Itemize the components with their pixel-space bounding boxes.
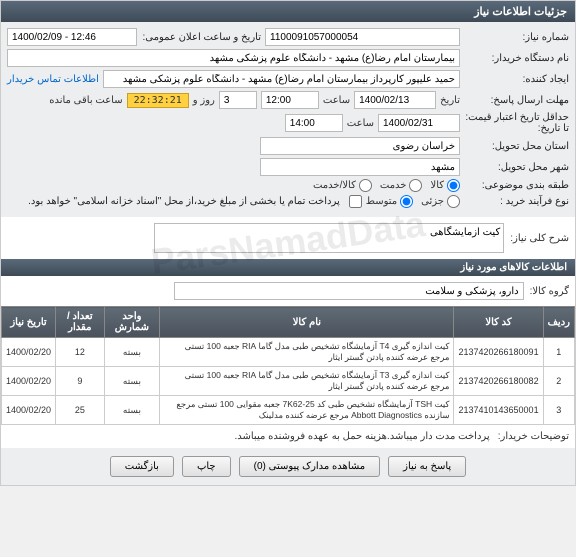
goods-table: ردیف کد کالا نام کالا واحد شمارش تعداد /… bbox=[1, 306, 575, 425]
table-row: 32137410143650001کیت TSH آزمایشگاه تشخیص… bbox=[2, 396, 575, 425]
lbl-budget: طبقه بندی موضوعی: bbox=[464, 180, 569, 191]
lbl-day: روز و bbox=[193, 95, 215, 106]
th-unit: واحد شمارش bbox=[104, 307, 160, 338]
table-row: 22137420266180082کیت اندازه گیری T3 آزما… bbox=[2, 367, 575, 396]
radio-low[interactable] bbox=[447, 195, 460, 208]
lbl-resp-deadline: مهلت ارسال پاسخ: bbox=[464, 95, 569, 106]
th-code: کد کالا bbox=[454, 307, 543, 338]
cell-unit: بسته bbox=[104, 367, 160, 396]
cell-n: 2 bbox=[543, 367, 574, 396]
lbl-city: شهر محل تحویل: bbox=[464, 162, 569, 173]
radio-med[interactable] bbox=[400, 195, 413, 208]
cell-name: کیت TSH آزمایشگاه تشخیص طبی کد 25-7K62 ج… bbox=[160, 396, 454, 425]
main-panel: جزئیات اطلاعات نیاز شماره نیاز: تاریخ و … bbox=[0, 0, 576, 486]
lbl-hour: ساعت bbox=[323, 95, 350, 106]
table-row: 12137420266180091کیت اندازه گیری T4 آزما… bbox=[2, 338, 575, 367]
resp-day-field[interactable] bbox=[219, 91, 257, 109]
lbl-req-title: شرح کلی نیاز: bbox=[510, 233, 569, 244]
cell-qty: 25 bbox=[56, 396, 105, 425]
group-field[interactable] bbox=[174, 282, 524, 300]
resp-date-field[interactable] bbox=[354, 91, 436, 109]
radio-service[interactable] bbox=[409, 179, 422, 192]
city-field[interactable] bbox=[260, 158, 460, 176]
lbl-hour2: ساعت bbox=[347, 118, 374, 129]
th-date: تاریخ نیاز bbox=[2, 307, 56, 338]
print-button[interactable]: چاپ bbox=[182, 456, 231, 477]
attachments-button[interactable]: مشاهده مدارک پیوستی (0) bbox=[239, 456, 381, 477]
cell-unit: بسته bbox=[104, 338, 160, 367]
pay-note: پرداخت تمام یا بخشی از مبلغ خرید،از محل … bbox=[28, 196, 340, 207]
buyer-notes-text: پرداخت مدت دار میباشد.هزینه حمل به عهده … bbox=[234, 431, 489, 442]
contact-link[interactable]: اطلاعات تماس خریدار bbox=[7, 74, 99, 85]
budget-radios: کالا خدمت کالا/خدمت bbox=[313, 179, 460, 192]
radio-gs[interactable] bbox=[359, 179, 372, 192]
lbl-group: گروه کالا: bbox=[530, 286, 569, 297]
panel-title: جزئیات اطلاعات نیاز bbox=[1, 1, 575, 22]
lbl-req-no: شماره نیاز: bbox=[464, 32, 569, 43]
req-title-field[interactable]: کیت ازمایشگاهی bbox=[154, 223, 504, 253]
valid-date-field[interactable] bbox=[378, 114, 460, 132]
lbl-med: متوسط bbox=[366, 196, 397, 207]
lbl-valid-until: حداقل تاریخ اعتبار قیمت: تا تاریخ: bbox=[464, 112, 569, 134]
lbl-buyer-org: نام دستگاه خریدار: bbox=[464, 53, 569, 64]
req-title-row: شرح کلی نیاز: کیت ازمایشگاهی bbox=[1, 217, 575, 259]
cell-date: 1400/02/20 bbox=[2, 396, 56, 425]
buyer-org-field[interactable] bbox=[7, 49, 460, 67]
cell-n: 1 bbox=[543, 338, 574, 367]
th-name: نام کالا bbox=[160, 307, 454, 338]
respond-button[interactable]: پاسخ به نیاز bbox=[388, 456, 466, 477]
goods-section-title: اطلاعات کالاهای مورد نیاز bbox=[1, 259, 575, 276]
lbl-process: نوع فرآیند خرید : bbox=[464, 196, 569, 207]
lbl-gs: کالا/خدمت bbox=[313, 180, 356, 191]
lbl-date: تاریخ bbox=[440, 95, 460, 106]
lbl-service: خدمت bbox=[380, 180, 407, 191]
lbl-ann-dt: تاریخ و ساعت اعلان عمومی: bbox=[141, 32, 261, 43]
ann-dt-field[interactable] bbox=[7, 28, 137, 46]
cell-code: 2137420266180091 bbox=[454, 338, 543, 367]
cell-date: 1400/02/20 bbox=[2, 338, 56, 367]
th-qty: تعداد / مقدار bbox=[56, 307, 105, 338]
lbl-goods: کالا bbox=[430, 180, 444, 191]
req-no-field[interactable] bbox=[265, 28, 460, 46]
valid-hour-field[interactable] bbox=[285, 114, 343, 132]
cell-unit: بسته bbox=[104, 396, 160, 425]
lbl-remain: ساعت باقی مانده bbox=[49, 95, 122, 106]
chk-treasury[interactable] bbox=[349, 195, 362, 208]
group-row: گروه کالا: bbox=[1, 276, 575, 306]
cell-name: کیت اندازه گیری T4 آزمایشگاه تشخیص طبی م… bbox=[160, 338, 454, 367]
cell-qty: 9 bbox=[56, 367, 105, 396]
cell-name: کیت اندازه گیری T3 آزمایشگاه تشخیص طبی م… bbox=[160, 367, 454, 396]
lbl-low: جزئی bbox=[421, 196, 444, 207]
creator-field[interactable] bbox=[103, 70, 460, 88]
lbl-buyer-notes: توضیحات خریدار: bbox=[498, 431, 569, 442]
countdown: 22:32:21 bbox=[127, 93, 189, 108]
cell-date: 1400/02/20 bbox=[2, 367, 56, 396]
table-header-row: ردیف کد کالا نام کالا واحد شمارش تعداد /… bbox=[2, 307, 575, 338]
resp-hour-field[interactable] bbox=[261, 91, 319, 109]
lbl-province: استان محل تحویل: bbox=[464, 141, 569, 152]
button-row: پاسخ به نیاز مشاهده مدارک پیوستی (0) چاپ… bbox=[1, 448, 575, 485]
cell-code: 2137420266180082 bbox=[454, 367, 543, 396]
back-button[interactable]: بازگشت bbox=[110, 456, 174, 477]
cell-qty: 12 bbox=[56, 338, 105, 367]
th-row: ردیف bbox=[543, 307, 574, 338]
process-radios: جزئی متوسط bbox=[366, 195, 460, 208]
cell-code: 2137410143650001 bbox=[454, 396, 543, 425]
cell-n: 3 bbox=[543, 396, 574, 425]
buyer-notes-row: توضیحات خریدار: پرداخت مدت دار میباشد.هز… bbox=[1, 425, 575, 448]
radio-goods[interactable] bbox=[447, 179, 460, 192]
form-body: شماره نیاز: تاریخ و ساعت اعلان عمومی: نا… bbox=[1, 22, 575, 217]
province-field[interactable] bbox=[260, 137, 460, 155]
lbl-creator: ایجاد کننده: bbox=[464, 74, 569, 85]
